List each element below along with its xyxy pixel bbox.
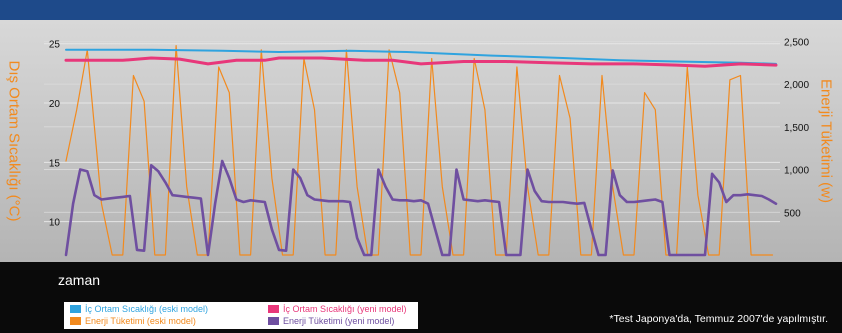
grid-lines	[44, 40, 780, 223]
y-axis-left-title: Dış Ortam Sıcaklığı (°C)	[5, 60, 23, 222]
legend-swatch	[268, 305, 279, 313]
y-left-tick-label: 15	[49, 158, 61, 169]
y-left-tick-label: 10	[49, 218, 61, 229]
legend: İç Ortam Sıcaklığı (eski model) Enerji T…	[64, 302, 418, 329]
legend-label: İç Ortam Sıcaklığı (eski model)	[85, 304, 209, 314]
y-left-tick-label: 20	[49, 99, 61, 110]
legend-item-energy-old: Enerji Tüketimi (eski model)	[70, 316, 196, 326]
right-axis-ticks: 2,500 2,000 1,500 1,000 500	[784, 37, 809, 219]
series-line	[65, 48, 777, 65]
series-line	[64, 56, 778, 68]
y-right-tick-label: 1,000	[784, 166, 809, 177]
x-axis-title: zaman	[58, 272, 101, 288]
y-axis-right-title: Enerji Tüketimi (w)	[817, 79, 835, 203]
legend-item-energy-new: Enerji Tüketimi (yeni model)	[268, 316, 394, 326]
y-right-tick-label: 500	[784, 208, 801, 219]
y-right-tick-label: 2,500	[784, 37, 809, 48]
legend-swatch	[70, 305, 81, 313]
legend-swatch	[70, 317, 81, 325]
legend-item-indoor-temp-old: İç Ortam Sıcaklığı (eski model)	[70, 304, 208, 314]
series-line	[65, 44, 774, 256]
series-line	[64, 159, 778, 257]
header-band	[0, 0, 842, 20]
legend-item-indoor-temp-new: İç Ortam Sıcaklığı (yeni model)	[268, 304, 407, 314]
y-right-tick-label: 1,500	[784, 123, 809, 134]
legend-label: Enerji Tüketimi (eski model)	[85, 316, 196, 326]
y-left-tick-label: 25	[49, 40, 61, 51]
series-lines	[64, 44, 778, 257]
legend-label: İç Ortam Sıcaklığı (yeni model)	[283, 304, 407, 314]
legend-swatch	[268, 317, 279, 325]
left-axis-ticks: 25 20 15 10	[49, 40, 61, 229]
y-right-tick-label: 2,000	[784, 80, 809, 91]
footnote: *Test Japonya'da, Temmuz 2007'de yapılmı…	[609, 313, 828, 325]
legend-label: Enerji Tüketimi (yeni model)	[283, 316, 395, 326]
